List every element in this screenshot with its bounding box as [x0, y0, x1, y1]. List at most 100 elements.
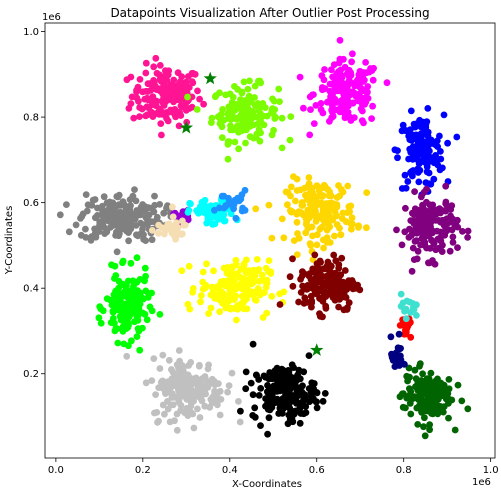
data-point-cluster-2	[328, 93, 336, 100]
data-point-cluster-3	[444, 139, 451, 147]
data-point-cluster-10	[136, 346, 144, 354]
data-point-cluster-11	[178, 267, 186, 275]
data-point-cluster-10	[110, 291, 118, 299]
data-point-cluster-18	[388, 354, 396, 361]
data-point-cluster-11	[253, 256, 261, 263]
data-point-cluster-12	[338, 254, 346, 262]
data-point-cluster-1	[231, 83, 238, 90]
data-point-cluster-1	[235, 145, 243, 153]
data-point-cluster-0	[171, 106, 179, 113]
data-point-cluster-14	[265, 414, 273, 422]
data-point-cluster-12	[333, 271, 341, 279]
data-point-cluster-10	[143, 316, 151, 324]
data-point-cluster-12	[311, 251, 319, 259]
data-point-cluster-8	[284, 201, 291, 209]
data-point-cluster-9	[402, 204, 409, 212]
data-point-cluster-15	[458, 397, 466, 405]
data-point-cluster-15	[414, 421, 422, 428]
data-point-cluster-12	[316, 278, 323, 286]
data-point-cluster-11	[234, 302, 241, 310]
data-point-cluster-8	[319, 204, 327, 212]
data-point-cluster-10	[119, 259, 126, 267]
data-point-cluster-13	[209, 394, 217, 402]
data-point-cluster-10	[112, 325, 120, 332]
data-point-cluster-0	[143, 111, 151, 119]
data-point-cluster-10	[126, 288, 134, 295]
data-point-cluster-2	[348, 58, 355, 66]
data-point-cluster-2	[341, 81, 349, 89]
data-point-cluster-15	[432, 400, 440, 408]
data-point-cluster-13	[169, 401, 177, 409]
data-point-cluster-13	[228, 369, 236, 377]
data-point-cluster-8	[287, 192, 294, 200]
data-point-cluster-1	[257, 117, 264, 124]
data-point-cluster-15	[451, 426, 459, 434]
data-point-cluster-10	[124, 315, 132, 322]
data-point-cluster-15	[406, 385, 413, 392]
data-point-cluster-11	[240, 297, 248, 305]
y-tick-label: 0.2	[23, 369, 39, 380]
data-point-cluster-14	[249, 340, 257, 348]
data-point-cluster-10	[133, 254, 141, 262]
data-point-cluster-7	[211, 206, 218, 214]
data-point-cluster-14	[237, 407, 244, 415]
data-point-cluster-3	[422, 123, 430, 131]
data-point-cluster-6	[186, 199, 194, 207]
data-point-cluster-0	[130, 114, 138, 122]
data-point-cluster-11	[221, 279, 229, 287]
data-point-cluster-4	[156, 201, 164, 208]
data-point-cluster-11	[199, 268, 207, 276]
data-point-cluster-2	[363, 87, 370, 95]
data-point-cluster-0	[123, 76, 131, 84]
data-point-cluster-19	[413, 312, 420, 319]
data-point-cluster-2	[336, 36, 344, 44]
data-point-cluster-10	[130, 309, 138, 316]
data-point-cluster-1	[286, 136, 294, 144]
data-point-cluster-8	[339, 188, 347, 196]
data-point-cluster-2	[365, 68, 373, 76]
data-point-cluster-4	[148, 236, 156, 244]
data-point-cluster-14	[309, 396, 317, 404]
data-point-cluster-9	[411, 188, 418, 196]
data-point-cluster-1	[228, 115, 235, 123]
data-point-cluster-9	[417, 193, 425, 201]
data-point-cluster-0	[170, 76, 178, 84]
data-point-cluster-8	[348, 214, 356, 222]
data-point-cluster-12	[286, 273, 294, 281]
data-point-cluster-13	[181, 377, 188, 385]
data-point-cluster-8	[309, 232, 316, 240]
data-point-cluster-10	[133, 333, 141, 340]
data-point-cluster-8	[304, 208, 312, 216]
x-tick-label: 0.2	[135, 465, 151, 476]
data-point-cluster-16	[155, 230, 162, 237]
data-point-cluster-4	[124, 217, 132, 225]
data-point-cluster-14	[305, 352, 313, 359]
data-point-cluster-14	[313, 389, 320, 396]
data-point-cluster-15	[439, 408, 447, 416]
data-point-cluster-9	[449, 239, 457, 246]
data-point-cluster-1	[208, 114, 216, 122]
data-point-cluster-1	[278, 144, 286, 152]
data-point-cluster-10	[108, 261, 115, 269]
data-point-cluster-11	[251, 272, 259, 280]
data-point-cluster-11	[213, 284, 221, 291]
data-point-cluster-2	[329, 81, 336, 88]
data-point-cluster-13	[201, 373, 209, 380]
data-point-cluster-15	[464, 405, 472, 413]
data-point-cluster-10	[109, 307, 117, 315]
data-point-cluster-11	[211, 290, 218, 298]
data-point-cluster-18	[395, 353, 403, 361]
data-point-cluster-11	[185, 262, 193, 270]
data-point-cluster-14	[296, 375, 304, 383]
data-point-cluster-8	[313, 241, 321, 249]
data-point-cluster-11	[219, 300, 226, 307]
data-point-cluster-16	[148, 227, 156, 234]
data-point-cluster-15	[430, 384, 437, 392]
data-point-cluster-1	[214, 113, 222, 121]
data-point-cluster-11	[248, 280, 256, 288]
data-point-cluster-11	[186, 305, 194, 313]
data-point-cluster-16	[164, 221, 172, 228]
data-point-cluster-4	[83, 207, 91, 215]
y-offset-label: 1e6	[42, 12, 61, 23]
data-point-cluster-4	[92, 231, 100, 239]
